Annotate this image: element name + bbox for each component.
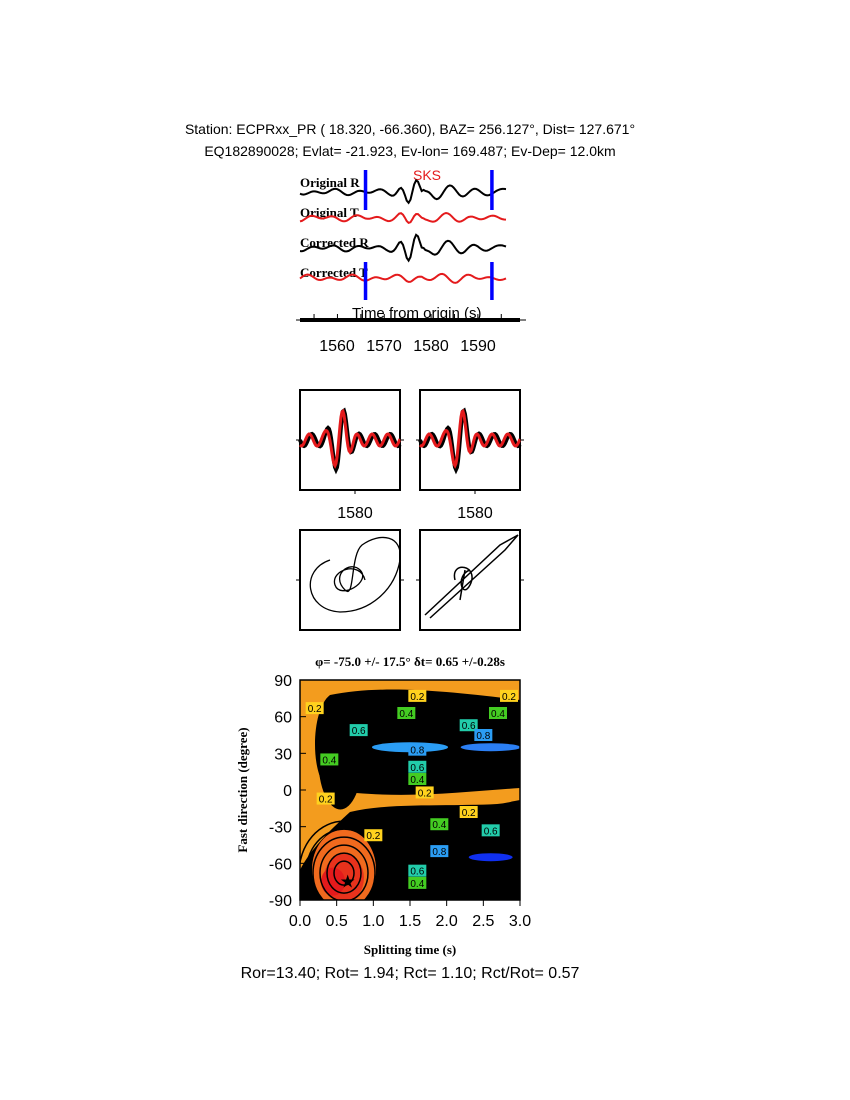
svg-text:0.2: 0.2	[502, 692, 516, 703]
contour-label: 0.6	[481, 824, 500, 837]
contour-label: 0.2	[364, 829, 383, 842]
svg-text:0.4: 0.4	[322, 755, 336, 766]
y-tick-label: 90	[274, 673, 292, 690]
contour-line	[300, 820, 390, 900]
contour-label: 0.8	[430, 845, 449, 858]
result-title: φ= -75.0 +/- 17.5° δt= 0.65 +/-0.28s	[315, 654, 505, 669]
station-info: Station: ECPRxx_PR ( 18.320, -66.360), B…	[184, 121, 636, 137]
y-axis-label: Fast direction (degree)	[235, 727, 250, 852]
waveform-trace	[299, 233, 507, 263]
particle-motion-panels	[296, 529, 524, 631]
x-tick-label: 2.0	[436, 913, 458, 930]
svg-text:0.6: 0.6	[462, 721, 476, 732]
contour-label: 0.6	[408, 760, 427, 774]
svg-text:0.6: 0.6	[410, 867, 424, 878]
x-tick-label: 1.5	[399, 913, 421, 930]
x-tick-label: 1570	[366, 338, 402, 355]
waveform-compare-panels: 1580 1580	[296, 389, 524, 522]
svg-text:0.2: 0.2	[319, 795, 333, 806]
contour-line	[326, 852, 362, 894]
event-info: EQ182890028; Evlat= -21.923, Ev-lon= 169…	[204, 143, 616, 159]
trace-label: Corrected R	[300, 235, 369, 250]
particle-motion-path	[424, 534, 519, 619]
x-tick-label: 0.0	[289, 913, 311, 930]
waveform-trace	[299, 272, 507, 284]
contour-label: 0.6	[459, 719, 478, 732]
contour-region	[300, 680, 520, 870]
contour-label: 0.2	[415, 786, 434, 799]
x-tick-label: 1560	[319, 338, 355, 355]
x-tick-label: 0.5	[326, 913, 348, 930]
contour-label: 0.4	[320, 753, 339, 766]
particle-motion-corrected	[419, 529, 521, 631]
contour-label: 0.4	[408, 773, 427, 786]
waveform-trace	[299, 211, 507, 225]
contour-label: 0.2	[408, 689, 427, 703]
y-tick-label: -30	[269, 820, 292, 837]
svg-text:0.8: 0.8	[432, 847, 446, 858]
contour-region	[438, 794, 514, 805]
x-tick-label: 1580	[457, 505, 493, 522]
particle-motion-original	[299, 529, 401, 631]
x-tick-label: 1580	[413, 338, 449, 355]
x-tick-label: 1580	[337, 505, 373, 522]
svg-text:0.4: 0.4	[410, 775, 424, 786]
x-axis-label: Splitting time (s)	[364, 942, 456, 957]
ratio-summary: Ror=13.40; Rot= 1.94; Rct= 1.10; Rct/Rot…	[241, 965, 580, 982]
svg-text:0.6: 0.6	[484, 826, 498, 837]
waveform-panel: Original R Original T Corrected R Correc…	[296, 167, 526, 355]
svg-text:0.6: 0.6	[410, 763, 424, 774]
contour-label: 0.4	[408, 876, 427, 890]
svg-text:0.4: 0.4	[399, 709, 413, 720]
contour-label: 0.4	[430, 818, 449, 831]
particle-motion-path	[309, 536, 401, 613]
contour-line	[312, 836, 376, 900]
trace-label: Original R	[300, 175, 360, 190]
x-tick-label: 1.0	[362, 913, 384, 930]
contour-label: 0.2	[316, 792, 335, 806]
trace-label: Corrected T	[300, 265, 368, 280]
svg-text:0.2: 0.2	[462, 808, 476, 819]
phase-label: SKS	[413, 167, 441, 183]
contour-line	[319, 844, 369, 900]
svg-text:0.2: 0.2	[366, 831, 380, 842]
contour-region	[460, 743, 520, 752]
y-tick-label: 30	[274, 746, 292, 763]
y-tick-label: -60	[269, 856, 292, 873]
contour-label: 0.6	[408, 864, 427, 878]
y-tick-label: 0	[283, 783, 292, 800]
contour-label: 0.2	[459, 806, 478, 819]
y-tick-label: -90	[269, 893, 292, 910]
svg-text:0.2: 0.2	[418, 788, 432, 799]
waveform-trace	[299, 178, 507, 205]
y-tick-label: 60	[274, 710, 292, 727]
svg-text:0.4: 0.4	[491, 709, 505, 720]
compare-trace	[298, 408, 402, 469]
grid-search-plot: φ= -75.0 +/- 17.5° δt= 0.65 +/-0.28s ★ 0.…	[235, 654, 531, 957]
contour-label: 0.4	[489, 707, 507, 720]
best-fit-star-icon: ★	[340, 872, 356, 892]
x-tick-label: 2.5	[472, 913, 494, 930]
svg-text:0.2: 0.2	[308, 704, 322, 715]
contour-line	[305, 828, 383, 900]
contour-label: 0.4	[397, 707, 416, 720]
x-tick-label: 1590	[460, 338, 496, 355]
contour-region	[468, 853, 513, 862]
contour-label: 0.8	[474, 729, 493, 742]
svg-text:0.6: 0.6	[352, 726, 366, 737]
contour-label: 0.2	[305, 702, 324, 715]
svg-text:0.2: 0.2	[410, 692, 424, 703]
svg-text:0.8: 0.8	[410, 746, 424, 757]
contour-label: 0.8	[408, 743, 427, 757]
contour-label: 0.2	[500, 689, 518, 703]
x-tick-label: 3.0	[509, 913, 531, 930]
svg-text:0.4: 0.4	[432, 820, 446, 831]
svg-text:0.4: 0.4	[410, 879, 424, 890]
contour-label: 0.6	[349, 724, 368, 737]
compare-trace	[418, 408, 522, 469]
svg-text:0.8: 0.8	[476, 731, 490, 742]
contour-line	[333, 860, 355, 886]
